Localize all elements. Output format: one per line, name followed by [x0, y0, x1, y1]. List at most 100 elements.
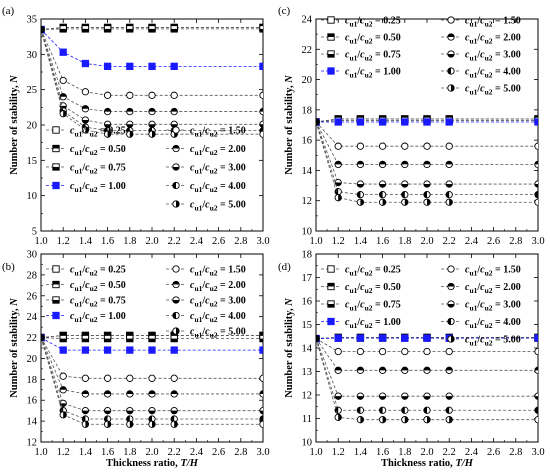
legend-label-5: cu1/cu2 = 2.00	[465, 282, 521, 295]
y-tick-label: 28	[27, 270, 38, 281]
legend-marker	[52, 181, 60, 190]
x-tick-label: 2.0	[420, 236, 433, 247]
data-point	[445, 142, 453, 150]
data-point	[423, 347, 431, 356]
data-point	[356, 198, 365, 206]
y-tick-label: 15	[302, 320, 313, 331]
legend-label-2: cu1/cu2 = 0.75	[345, 300, 401, 313]
x-tick-label: 3.0	[256, 447, 269, 458]
data-point	[534, 347, 538, 356]
data-point	[401, 406, 409, 414]
legend-marker	[52, 311, 60, 320]
legend-marker	[172, 311, 180, 320]
series-line-0.50	[316, 118, 538, 123]
data-point	[59, 25, 67, 33]
series-line-0.75	[41, 28, 263, 30]
data-point	[534, 334, 538, 342]
legend-marker	[172, 144, 180, 153]
x-tick-label: 3.0	[531, 447, 544, 458]
data-point	[334, 413, 342, 421]
data-point	[126, 407, 134, 415]
x-tick-label: 2.4	[465, 236, 479, 247]
y-tick-label: 14	[27, 417, 38, 428]
y-tick-label: 14	[302, 344, 313, 355]
y-tick-label: 15	[27, 156, 38, 167]
data-point	[59, 346, 67, 354]
series-line-1.50	[41, 29, 263, 96]
data-point	[59, 93, 67, 101]
x-tick-label: 1.8	[123, 236, 136, 247]
series-line-5.00	[316, 338, 538, 421]
panel-a: 1.0 1.2 1.4 1.6 1.8 2.0 2.2 2.4 2.6 2.8 3.0 5 10 15 20…	[2, 5, 270, 247]
legend-marker	[327, 33, 335, 41]
data-point	[316, 118, 320, 126]
data-point	[170, 107, 178, 116]
panel-d: 1.0 1.2 1.4 1.6 1.8 2.0 2.2 2.4 2.6 2.8 3.0 10 11 12 1…	[278, 250, 545, 470]
y-tick-label: 14	[302, 166, 313, 177]
legend-label-3: cu1/cu2 = 1.00	[70, 311, 126, 324]
data-point	[259, 346, 263, 354]
legend-label-0: cu1/cu2 = 0.25	[345, 16, 401, 29]
x-tick-label: 1.8	[123, 447, 136, 458]
series-line-3.00	[316, 338, 538, 397]
y-tick-label: 35	[27, 15, 38, 26]
legend-marker	[447, 67, 455, 75]
data-point	[378, 191, 387, 199]
legend-label-8: cu1/cu2 = 5.00	[190, 200, 246, 213]
data-point	[103, 25, 112, 33]
data-point	[259, 390, 263, 398]
series-line-0.75	[41, 337, 263, 340]
data-point	[445, 191, 453, 199]
legend-label-2: cu1/cu2 = 0.75	[70, 163, 126, 176]
data-point	[534, 118, 538, 126]
series-line-1.00	[41, 29, 263, 67]
x-tick-label: 1.0	[309, 236, 322, 247]
y-tick-label: 16	[27, 396, 38, 407]
data-point	[148, 91, 156, 99]
x-tick-label: 1.0	[34, 236, 47, 247]
legend-label-0: cu1/cu2 = 0.25	[70, 265, 126, 278]
legend-marker	[327, 282, 335, 291]
legend-marker	[52, 144, 60, 153]
data-point	[378, 347, 387, 356]
legend: cu1/cu2 = 0.25 cu1/cu2 = 0.50 cu1/cu2 = 0.…	[46, 265, 246, 340]
data-point	[356, 406, 365, 414]
data-point	[356, 347, 365, 356]
legend-marker	[172, 200, 180, 208]
data-point	[401, 160, 409, 169]
legend-marker	[172, 163, 180, 171]
legend-marker	[172, 181, 180, 190]
y-tick-label: 24	[302, 15, 313, 26]
series-line-4.00	[41, 337, 263, 420]
data-point	[423, 160, 431, 169]
y-tick-label: 20	[27, 354, 38, 365]
series-line-0.75	[316, 120, 538, 123]
data-point	[259, 407, 263, 415]
data-point	[103, 407, 112, 415]
data-point	[534, 142, 538, 150]
data-point	[334, 366, 342, 374]
series-line-5.00	[41, 337, 263, 425]
data-point	[148, 374, 156, 382]
y-tick-label: 26	[27, 291, 38, 302]
legend-marker	[447, 33, 455, 41]
data-point	[423, 118, 431, 126]
series-line-3.00	[41, 29, 263, 125]
data-point	[103, 107, 112, 116]
legend-label-6: cu1/cu2 = 3.00	[465, 50, 521, 63]
data-point	[316, 334, 320, 343]
x-tick-label: 2.8	[509, 447, 522, 458]
data-point	[356, 191, 365, 199]
data-point	[59, 110, 67, 118]
x-tick-label: 3.0	[531, 236, 544, 247]
y-tick-label: 30	[27, 250, 38, 261]
data-point	[534, 180, 538, 188]
legend-label-1: cu1/cu2 = 0.50	[70, 144, 126, 157]
data-point	[148, 415, 156, 423]
data-point	[356, 160, 365, 169]
data-point	[356, 334, 365, 342]
data-point	[401, 180, 409, 188]
data-point	[148, 390, 156, 398]
x-tick-label: 2.8	[234, 236, 247, 247]
